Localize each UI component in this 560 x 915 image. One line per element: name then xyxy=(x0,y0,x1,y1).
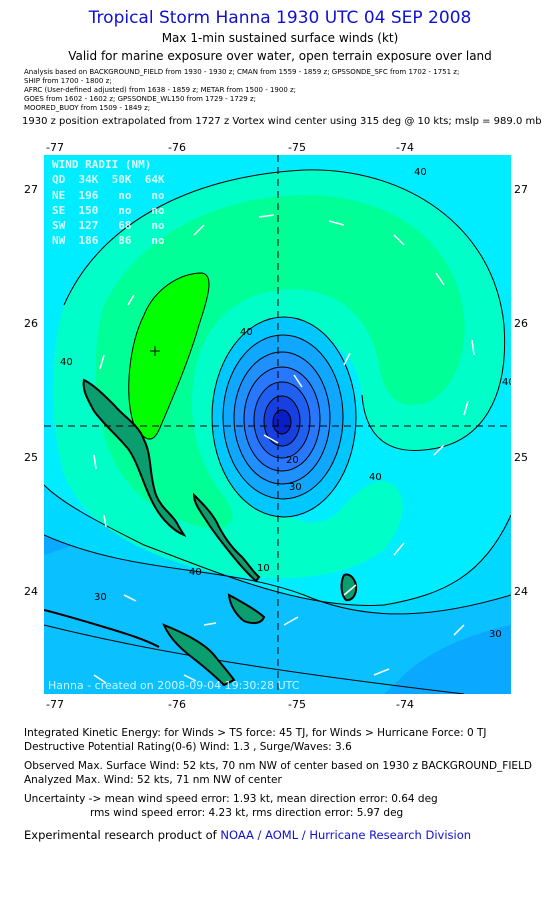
wind-radii-row: SW 127 68 no xyxy=(52,219,165,233)
subtitle-wind-type: Max 1-min sustained surface winds (kt) xyxy=(161,31,399,45)
subtitle-exposure: Valid for marine exposure over water, op… xyxy=(68,49,492,63)
wind-radii-header: QD 34K 50K 64K xyxy=(52,173,165,187)
lat-tick-label: 24 xyxy=(514,585,528,598)
lon-tick-label: -75 xyxy=(288,141,306,154)
product-credit: Experimental research product of NOAA / … xyxy=(24,828,471,842)
lon-tick-label: -75 xyxy=(288,698,306,711)
position-note: 1930 z position extrapolated from 1727 z… xyxy=(22,116,542,127)
lat-tick-label: 26 xyxy=(514,317,528,330)
lon-tick-label: -74 xyxy=(396,698,414,711)
source-line: GOES from 1602 - 1602 z; GPSSONDE_WL150 … xyxy=(24,95,257,103)
wind-radii-table: WIND RADII (NM) QD 34K 50K 64K NE 196 no… xyxy=(52,157,165,249)
lat-tick-label: 26 xyxy=(24,317,38,330)
lat-tick-label: 24 xyxy=(24,585,38,598)
analyzed-max-line: Analyzed Max. Wind: 52 kts, 71 nm NW of … xyxy=(24,774,282,786)
lat-tick-label: 27 xyxy=(514,183,528,196)
contour-label: 10 xyxy=(257,563,270,574)
uncertainty-line: Uncertainty -> mean wind speed error: 1.… xyxy=(24,793,438,805)
contour-label: 30 xyxy=(489,629,502,640)
contour-label: 30 xyxy=(94,592,107,603)
observed-max-line: Observed Max. Surface Wind: 52 kts, 70 n… xyxy=(24,760,533,772)
lon-tick-label: -77 xyxy=(46,141,64,154)
wind-field-plot: 40 40 40 40 40 40 30 30 30 20 10 xyxy=(44,155,511,694)
source-line: AFRC (User-defined adjusted) from 1638 -… xyxy=(24,86,297,94)
contour-line-35 xyxy=(44,484,511,606)
dpr-line: Destructive Potential Rating(0-6) Wind: … xyxy=(24,741,352,753)
contour-label: 30 xyxy=(289,482,302,493)
creation-credit: Hanna - created on 2008-09-04 19:30:28 U… xyxy=(48,679,300,692)
wind-vectors xyxy=(93,214,475,684)
contour-label: 40 xyxy=(369,472,382,483)
island-ragged xyxy=(162,623,236,687)
contour-label: 40 xyxy=(60,357,73,368)
contour-label: 20 xyxy=(286,455,299,466)
contour-line-25 xyxy=(44,624,465,694)
lon-tick-label: -74 xyxy=(396,141,414,154)
product-credit-prefix: Experimental research product of xyxy=(24,828,221,842)
lon-tick-label: -77 xyxy=(46,698,64,711)
contour-label: 40 xyxy=(414,167,427,178)
cuba-coast xyxy=(44,609,160,648)
contour-label: 40 xyxy=(502,377,511,388)
island-andros xyxy=(82,378,187,538)
contour-line-40 xyxy=(63,169,506,451)
page-title: Tropical Storm Hanna 1930 UTC 04 SEP 200… xyxy=(88,8,472,28)
lat-tick-label: 25 xyxy=(514,451,528,464)
wind-field-map: 40 40 40 40 40 40 30 30 30 20 10 WIND RA… xyxy=(44,155,511,694)
contour-label: 40 xyxy=(240,327,253,338)
island-exuma xyxy=(192,492,261,583)
lat-tick-label: 25 xyxy=(24,451,38,464)
island-long xyxy=(227,593,266,625)
wind-radii-row: SE 150 no no xyxy=(52,203,165,217)
uncertainty-rms-line: rms wind speed error: 4.23 kt, rms direc… xyxy=(90,807,404,819)
lat-tick-label: 27 xyxy=(24,183,38,196)
source-line: SHIP from 1700 - 1800 z; xyxy=(24,77,112,85)
contour-line-30 xyxy=(44,534,511,615)
wind-max-area xyxy=(128,272,210,440)
wind-radii-title: WIND RADII (NM) xyxy=(52,158,152,171)
lon-tick-label: -76 xyxy=(168,141,186,154)
ike-line: Integrated Kinetic Energy: for Winds > T… xyxy=(24,727,487,739)
noaa-aoml-link[interactable]: NOAA / AOML / Hurricane Research Divisio… xyxy=(220,828,472,842)
source-line: Analysis based on BACKGROUND_FIELD from … xyxy=(24,68,460,76)
core-center xyxy=(272,409,292,435)
lon-tick-label: -76 xyxy=(168,698,186,711)
wind-radii-row: NW 186 86 no xyxy=(52,234,165,248)
wind-radii-row: NE 196 no no xyxy=(52,188,165,202)
contour-label: 40 xyxy=(189,567,202,578)
source-line: MOORED_BUOY from 1509 - 1849 z; xyxy=(24,104,151,112)
